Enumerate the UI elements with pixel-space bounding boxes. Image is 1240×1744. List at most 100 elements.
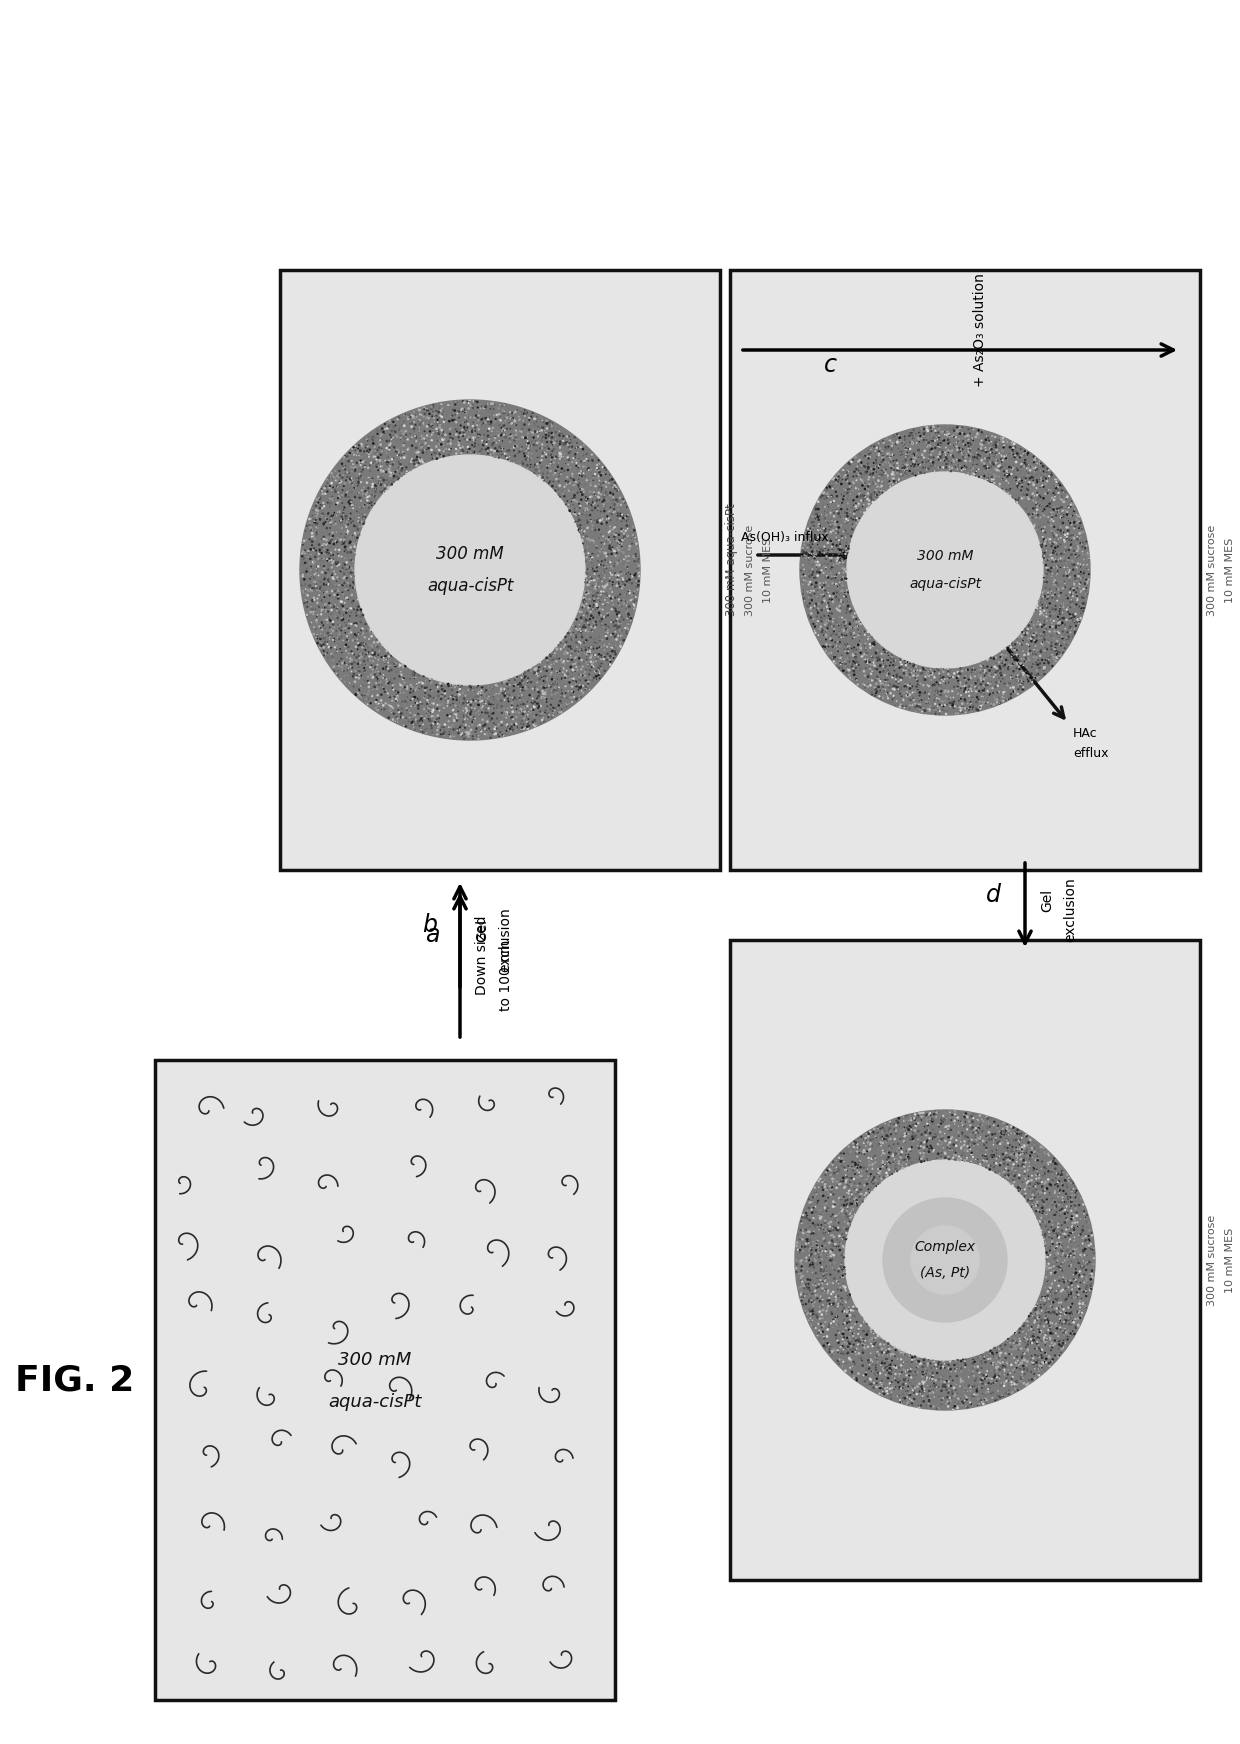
Point [1011, 1125, 1030, 1153]
Point [403, 715, 423, 743]
Point [841, 1325, 861, 1353]
Point [1003, 439, 1023, 467]
Point [955, 1350, 975, 1378]
Point [894, 1355, 914, 1383]
Point [978, 1360, 998, 1388]
Point [1064, 1216, 1084, 1243]
Point [350, 677, 370, 705]
Point [897, 1362, 916, 1390]
Point [810, 569, 830, 596]
Point [343, 525, 363, 553]
Point [818, 1195, 838, 1223]
Point [838, 450, 858, 478]
Point [1063, 490, 1083, 518]
Point [352, 445, 372, 473]
Point [1007, 488, 1027, 516]
Point [558, 619, 578, 647]
Point [560, 439, 580, 467]
Point [563, 445, 583, 473]
Point [476, 438, 496, 466]
Point [844, 621, 864, 649]
Point [897, 422, 916, 450]
Point [935, 1369, 955, 1397]
Point [536, 696, 556, 724]
Point [583, 544, 603, 572]
Point [998, 664, 1018, 692]
Point [884, 436, 904, 464]
Point [336, 535, 356, 563]
Point [362, 642, 382, 670]
Point [608, 581, 627, 609]
Point [936, 450, 956, 478]
Point [577, 668, 596, 696]
Point [827, 497, 847, 525]
Point [823, 466, 843, 494]
Point [1049, 623, 1069, 651]
Point [976, 671, 996, 699]
Point [920, 1359, 940, 1386]
Point [805, 1298, 825, 1325]
Point [322, 483, 342, 511]
Point [1034, 527, 1054, 555]
Point [401, 715, 420, 743]
Point [1059, 1273, 1079, 1301]
Point [1035, 1214, 1055, 1242]
Point [600, 532, 620, 560]
Point [970, 1362, 990, 1390]
Point [904, 1378, 924, 1406]
Point [816, 1257, 836, 1285]
Point [474, 722, 494, 750]
Point [1054, 541, 1074, 569]
Point [954, 1113, 973, 1141]
Point [841, 490, 861, 518]
Point [427, 706, 446, 734]
Point [960, 696, 980, 724]
Point [1040, 525, 1060, 553]
Point [866, 433, 885, 460]
Point [823, 474, 843, 502]
Point [837, 509, 857, 537]
Point [932, 1388, 952, 1416]
Point [920, 413, 940, 441]
Point [1050, 605, 1070, 633]
Point [873, 1146, 893, 1174]
Point [570, 616, 590, 644]
Point [923, 1107, 942, 1135]
Text: 300 mM: 300 mM [916, 549, 973, 563]
Point [1050, 1235, 1070, 1263]
Point [609, 602, 629, 630]
Point [1052, 1289, 1071, 1317]
Point [831, 1334, 851, 1362]
Point [1034, 462, 1054, 490]
Point [450, 434, 470, 462]
Point [1058, 1160, 1078, 1188]
Point [947, 1380, 967, 1407]
Point [913, 439, 932, 467]
Point [419, 694, 439, 722]
Point [997, 671, 1017, 699]
Point [553, 422, 573, 450]
Point [611, 558, 631, 586]
Point [534, 668, 554, 696]
Point [332, 501, 352, 528]
Point [340, 474, 360, 502]
Point [894, 1341, 914, 1369]
Point [311, 623, 331, 651]
Point [613, 574, 632, 602]
Point [604, 499, 624, 527]
Point [332, 508, 352, 535]
Point [562, 469, 582, 497]
Point [951, 457, 971, 485]
Point [880, 1355, 900, 1383]
Point [534, 668, 554, 696]
Point [348, 621, 368, 649]
Point [432, 419, 451, 446]
Point [386, 677, 405, 705]
Point [822, 1175, 842, 1203]
Point [955, 1385, 975, 1413]
Point [894, 1123, 914, 1151]
Point [379, 691, 399, 719]
Point [816, 1188, 836, 1216]
Point [842, 494, 862, 521]
Point [1045, 528, 1065, 556]
